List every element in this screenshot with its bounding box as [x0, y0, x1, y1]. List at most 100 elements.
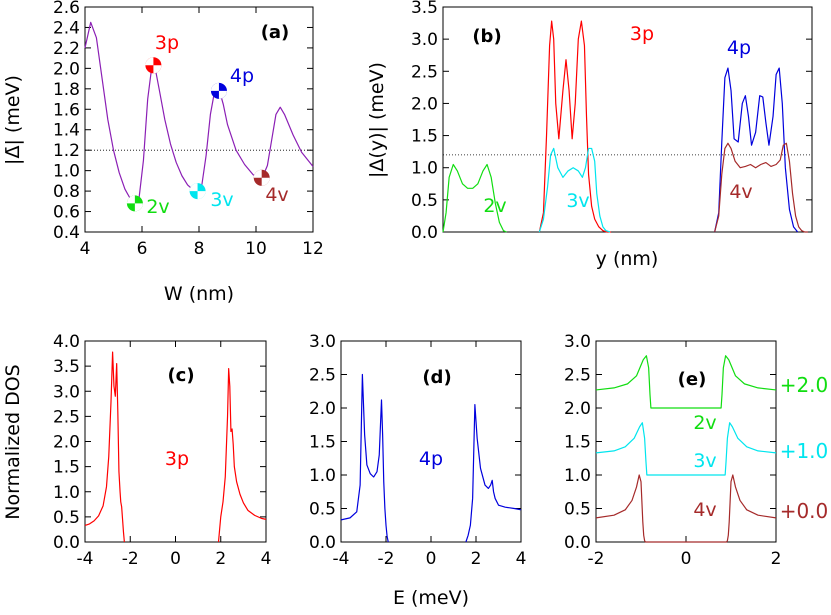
panel-a-xtick-label: 8: [194, 239, 205, 259]
panel-c-xtick-label: -4: [77, 549, 94, 569]
panel-a-ytick-label: 0.6: [53, 203, 80, 223]
panel-c-ytick-label: 1.0: [53, 483, 80, 503]
panel-d-xtick-label: -2: [378, 549, 395, 569]
panel-a-label-3v: 3v: [210, 189, 233, 211]
panel-c-series-3p-part-1: [217, 368, 267, 543]
panel-a-marker-wedge: [218, 90, 227, 99]
panel-c-xtick-label: 0: [170, 549, 181, 569]
panel-b-series-4v: [714, 142, 808, 233]
panel-a-marker-wedge: [134, 203, 143, 212]
panel-b-ytick-label: 0.0: [411, 223, 438, 243]
panel-c-ytick-label: 1.5: [53, 458, 80, 478]
panel-b-series-3v: [538, 147, 611, 233]
panel-a-marker-wedge: [189, 183, 198, 192]
panel-c-ytick-label: 3.0: [53, 382, 80, 402]
panel-b-frame: [442, 6, 813, 233]
panel-e-series-2v: [595, 355, 777, 409]
panel-e-label-3v: 3v: [693, 450, 716, 472]
panel-a-marker-wedge: [126, 195, 135, 204]
panel-a-ytick-label: 0.8: [53, 182, 80, 202]
panel-b-series-2v: [442, 163, 507, 233]
panel-a-ytick-label: 1.2: [53, 141, 80, 161]
panel-b-ytick-label: 2.5: [411, 62, 438, 82]
panel-a-ytick-label: 1.4: [53, 121, 80, 141]
panel-e-xtick-label: 0: [681, 549, 692, 569]
panel-e-series-3v: [595, 422, 777, 476]
panel-d-ytick-label: 1.5: [309, 433, 336, 453]
panel-c-label-3p: 3p: [165, 448, 189, 470]
panel-a-xtick-label: 4: [80, 239, 91, 259]
panel-e-ytick-label: 1.0: [564, 466, 591, 486]
panel-e-ytick-label: 2.5: [564, 366, 591, 386]
panel-d-xtick-label: -4: [333, 549, 350, 569]
panel-d-panel-label: (d): [422, 367, 451, 388]
panel-b-series-3p: [538, 20, 612, 233]
panel-e-label-2v: 2v: [693, 412, 716, 434]
panel-a-marker-2v: [126, 195, 143, 212]
panel-d-xtick-label: 2: [471, 549, 482, 569]
panel-c-xtick-label: 2: [215, 549, 226, 569]
panel-a-label-2v: 2v: [146, 196, 169, 218]
panel-c-ytick-label: 2.0: [53, 433, 80, 453]
panel-b-ytick-label: 3.0: [411, 30, 438, 50]
panel-c-ytick-label: 2.5: [53, 407, 80, 427]
panel-b-xlabel: y (nm): [596, 248, 659, 270]
panel-d-label-4p: 4p: [419, 448, 443, 470]
panel-a-ytick-label: 2.4: [53, 18, 80, 38]
panel-a-ytick-label: 1.0: [53, 162, 80, 182]
panel-a-ytick-label: 0.4: [53, 223, 80, 243]
panel-e-ytick-label: 1.5: [564, 433, 591, 453]
panel-a-label-3p: 3p: [155, 32, 179, 54]
panel-d-series-4p-part-0: [340, 373, 389, 543]
panel-b-label-3v: 3v: [566, 190, 589, 212]
panel-e-xtick-label: -2: [588, 549, 605, 569]
panel-a-marker-wedge: [145, 57, 154, 66]
panel-a-xtick-label: 6: [137, 239, 148, 259]
panel-c-xtick-label: -2: [122, 549, 139, 569]
data-layer: [84, 20, 812, 543]
panel-c-xtick-label: 4: [261, 549, 272, 569]
panel-a-label-4p: 4p: [230, 65, 254, 87]
panel-c-ylabel: Normalized DOS: [2, 364, 24, 519]
panel-c-ytick-label: 0.5: [53, 508, 80, 528]
panel-a-ytick-label: 2.6: [53, 0, 80, 18]
panel-c-ytick-label: 3.5: [53, 357, 80, 377]
panel-d-xlabel: E (meV): [393, 587, 469, 609]
panel-b-label-4v: 4v: [729, 181, 752, 203]
panel-d-ytick-label: 0.5: [309, 500, 336, 520]
panel-e-xtick-label: 2: [771, 549, 782, 569]
panel-b-ytick-label: 2.0: [411, 94, 438, 114]
panel-a-ytick-label: 1.6: [53, 100, 80, 120]
panel-b-ytick-label: 1.5: [411, 127, 438, 147]
panel-d-ytick-label: 3.0: [309, 332, 336, 352]
panel-a-marker-wedge: [253, 169, 262, 178]
panel-b-ytick-label: 3.5: [411, 0, 438, 18]
panel-b-series-4p: [714, 67, 799, 233]
panel-a-xlabel: W (nm): [164, 283, 234, 305]
panel-e-panel-label: (e): [678, 369, 707, 390]
panel-e-ytick-label: 0.5: [564, 500, 591, 520]
panel-a-marker-4p: [210, 82, 227, 99]
panel-c-ytick-label: 4.0: [53, 332, 80, 352]
panel-e-ytick-label: 0.0: [564, 533, 591, 553]
panel-d-series-4p-part-1: [465, 404, 522, 543]
panel-a-ytick-label: 2.0: [53, 59, 80, 79]
panel-a-xtick-label: 12: [302, 239, 324, 259]
panel-b-label-2v: 2v: [483, 195, 506, 217]
panel-d-ytick-label: 2.5: [309, 366, 336, 386]
panel-d-ytick-label: 0.0: [309, 533, 336, 553]
panel-a-marker-wedge: [197, 191, 206, 200]
panel-e-ytick-label: 2.0: [564, 399, 591, 419]
panel-b-panel-label: (b): [472, 26, 501, 47]
panel-e-label-4v: 4v: [693, 499, 716, 521]
panel-b-ytick-label: 1.0: [411, 159, 438, 179]
panel-a-marker-wedge: [210, 82, 219, 91]
panel-c-panel-label: (c): [167, 365, 194, 386]
panel-a-xtick-label: 10: [245, 239, 267, 259]
panel-e-series-4v: [595, 474, 777, 543]
panel-b-ylabel: |Δ(y)| (meV): [366, 62, 388, 178]
panel-a-label-4v: 4v: [265, 184, 288, 206]
panel-a-marker-4v: [253, 169, 270, 186]
